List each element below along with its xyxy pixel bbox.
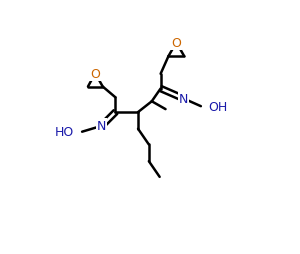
Text: N: N [178,92,188,105]
Text: OH: OH [209,100,228,113]
Text: HO: HO [55,126,74,139]
Text: N: N [97,120,106,133]
Text: O: O [171,37,181,50]
Text: O: O [90,67,100,80]
